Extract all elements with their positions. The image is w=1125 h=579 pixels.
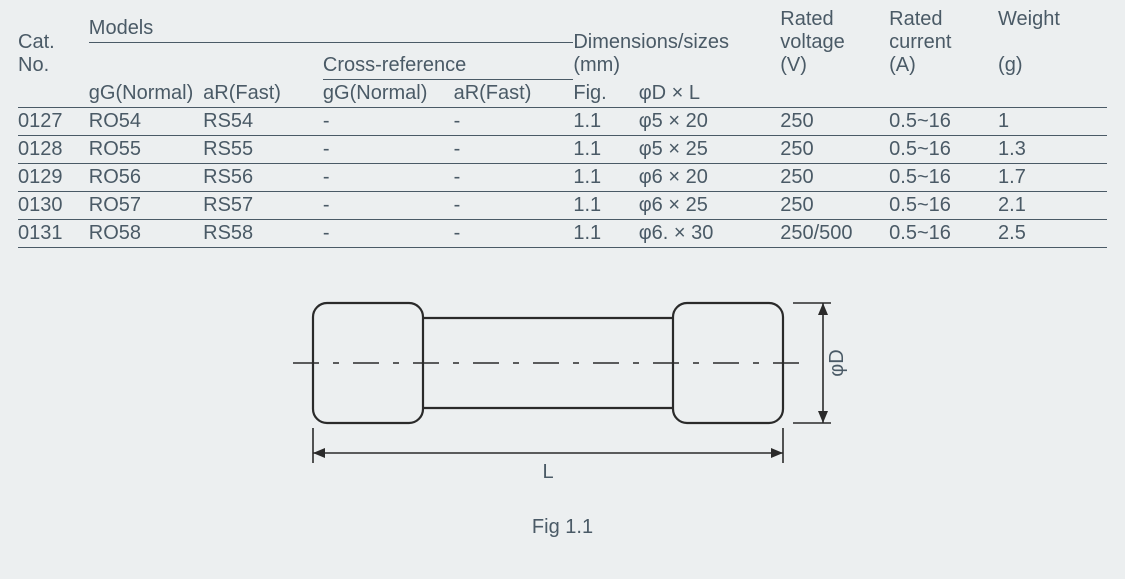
cell-cgg: - (323, 191, 454, 219)
cell-w: 1.7 (998, 163, 1107, 191)
col-models-blank (89, 42, 203, 79)
cell-w: 1.3 (998, 135, 1107, 163)
table-row: 0131RO58RS58--1.1φ6. × 30250/5000.5~162.… (18, 219, 1107, 247)
table-row: 0128RO55RS55--1.1φ5 × 252500.5~161.3 (18, 135, 1107, 163)
cell-gg: RO57 (89, 191, 203, 219)
label-d: φD (826, 349, 848, 376)
cell-w: 2.1 (998, 191, 1107, 219)
cell-v: 250 (780, 135, 889, 163)
cell-a: 0.5~16 (889, 107, 998, 135)
cell-car: - (454, 191, 574, 219)
fuse-diagram: φD L (253, 278, 873, 498)
col-gg: gG(Normal) (89, 79, 203, 107)
cell-cat: 0127 (18, 107, 89, 135)
cell-v: 250/500 (780, 219, 889, 247)
cell-v: 250 (780, 107, 889, 135)
cell-w: 1 (998, 107, 1107, 135)
cell-car: - (454, 107, 574, 135)
cell-v: 250 (780, 163, 889, 191)
cell-fig: 1.1 (573, 163, 638, 191)
table-header: Cat. No. Models Dimensions/sizes (mm) Ra… (18, 6, 1107, 107)
cell-dxl: φ6. × 30 (639, 219, 781, 247)
cell-dxl: φ5 × 25 (639, 135, 781, 163)
cell-car: - (454, 163, 574, 191)
cell-fig: 1.1 (573, 135, 638, 163)
col-gg2: gG(Normal) (323, 79, 454, 107)
cell-w: 2.5 (998, 219, 1107, 247)
figure-1-1: φD L Fig 1.1 (18, 278, 1107, 539)
col-cat-no: Cat. No. (18, 6, 89, 79)
cell-ar: RS58 (203, 219, 323, 247)
cell-v: 250 (780, 191, 889, 219)
col-a-unit (889, 79, 998, 107)
col-fig: Fig. (573, 79, 638, 107)
col-blank (18, 79, 89, 107)
cell-fig: 1.1 (573, 191, 638, 219)
cell-ar: RS55 (203, 135, 323, 163)
cell-dxl: φ6 × 20 (639, 163, 781, 191)
col-current: Rated current (A) (889, 6, 998, 79)
cell-gg: RO58 (89, 219, 203, 247)
col-models-blank2 (203, 42, 323, 79)
cell-cat: 0128 (18, 135, 89, 163)
table-body: 0127RO54RS54--1.1φ5 × 202500.5~1610128RO… (18, 107, 1107, 247)
cell-cgg: - (323, 163, 454, 191)
col-ar: aR(Fast) (203, 79, 323, 107)
cell-car: - (454, 135, 574, 163)
cell-gg: RO54 (89, 107, 203, 135)
cell-fig: 1.1 (573, 107, 638, 135)
col-w-unit (998, 79, 1107, 107)
col-voltage: Rated voltage (V) (780, 6, 889, 79)
cell-car: - (454, 219, 574, 247)
cell-cgg: - (323, 219, 454, 247)
col-weight: Weight (g) (998, 6, 1107, 79)
cell-dxl: φ6 × 25 (639, 191, 781, 219)
cell-ar: RS54 (203, 107, 323, 135)
cell-ar: RS57 (203, 191, 323, 219)
cell-cat: 0131 (18, 219, 89, 247)
cell-gg: RO55 (89, 135, 203, 163)
figure-caption: Fig 1.1 (532, 516, 593, 539)
col-dxl: φD × L (639, 79, 781, 107)
cell-a: 0.5~16 (889, 163, 998, 191)
cell-a: 0.5~16 (889, 135, 998, 163)
cell-dxl: φ5 × 20 (639, 107, 781, 135)
spec-table: Cat. No. Models Dimensions/sizes (mm) Ra… (18, 6, 1107, 248)
cell-a: 0.5~16 (889, 191, 998, 219)
cell-ar: RS56 (203, 163, 323, 191)
cell-gg: RO56 (89, 163, 203, 191)
col-models-group: Models (89, 6, 574, 42)
cell-a: 0.5~16 (889, 219, 998, 247)
cell-cgg: - (323, 107, 454, 135)
cell-fig: 1.1 (573, 219, 638, 247)
col-ar2: aR(Fast) (454, 79, 574, 107)
col-crossref-group: Cross-reference (323, 42, 573, 79)
table-row: 0130RO57RS57--1.1φ6 × 252500.5~162.1 (18, 191, 1107, 219)
cell-cgg: - (323, 135, 454, 163)
table-row: 0129RO56RS56--1.1φ6 × 202500.5~161.7 (18, 163, 1107, 191)
col-v-unit (780, 79, 889, 107)
cell-cat: 0129 (18, 163, 89, 191)
col-dimensions: Dimensions/sizes (mm) (573, 6, 780, 79)
label-l: L (542, 461, 553, 483)
cell-cat: 0130 (18, 191, 89, 219)
table-row: 0127RO54RS54--1.1φ5 × 202500.5~161 (18, 107, 1107, 135)
